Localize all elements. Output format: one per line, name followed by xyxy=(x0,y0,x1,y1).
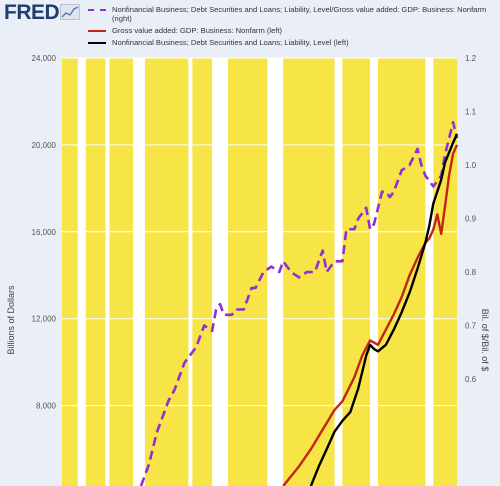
plot-area xyxy=(62,58,457,486)
recession-band-8 xyxy=(425,58,434,486)
legend-label-ratio: Nonfinancial Business; Debt Securities a… xyxy=(112,5,487,23)
recession-band-6 xyxy=(334,58,343,486)
right-axis-title: Bil. of $/Bil. of $ xyxy=(480,309,490,372)
fred-chart-icon xyxy=(60,4,80,20)
recession-band-3 xyxy=(188,58,193,486)
left-tick-label: 24,000 xyxy=(32,54,57,63)
left-tick-label: 8,000 xyxy=(36,402,57,411)
chart-header: FRED Nonfinancial Business; Debt Securit… xyxy=(0,0,500,54)
series-line-0 xyxy=(139,120,459,486)
right-tick-label: 0.8 xyxy=(465,268,477,277)
recession-band-1 xyxy=(105,58,110,486)
plot-background xyxy=(62,58,457,486)
legend-swatch-ratio xyxy=(88,9,106,11)
left-axis-title: Billions of Dollars xyxy=(6,285,16,355)
right-tick-label: 1.1 xyxy=(465,108,477,117)
legend-item-debt[interactable]: Nonfinancial Business; Debt Securities a… xyxy=(88,38,488,47)
legend-item-gva[interactable]: Gross value added: GDP: Business: Nonfar… xyxy=(88,26,488,35)
legend-swatch-gva xyxy=(88,30,106,32)
right-tick-label: 1.0 xyxy=(465,161,477,170)
legend-label-debt: Nonfinancial Business; Debt Securities a… xyxy=(112,38,349,47)
left-tick-label: 16,000 xyxy=(32,228,57,237)
recession-band-4 xyxy=(212,58,228,486)
series-line-1 xyxy=(282,144,459,486)
fred-logo[interactable]: FRED xyxy=(4,1,60,24)
right-tick-label: 0.9 xyxy=(465,215,477,224)
legend-label-gva: Gross value added: GDP: Business: Nonfar… xyxy=(112,26,283,35)
series-lines xyxy=(139,120,459,486)
chart-legend: Nonfinancial Business; Debt Securities a… xyxy=(88,5,488,50)
right-tick-label: 0.6 xyxy=(465,375,477,384)
recession-band-7 xyxy=(370,58,378,486)
recession-band-5 xyxy=(267,58,284,486)
left-tick-label: 12,000 xyxy=(32,315,57,324)
recession-bands xyxy=(77,58,434,486)
legend-item-ratio[interactable]: Nonfinancial Business; Debt Securities a… xyxy=(88,5,488,23)
left-axis-ticks: 8,000 12,000 16,000 20,000 24,000 xyxy=(32,54,57,411)
series-line-2 xyxy=(309,133,459,486)
legend-swatch-debt xyxy=(88,42,106,44)
recession-band-2 xyxy=(133,58,145,486)
right-axis-ticks: 0.6 0.7 0.8 0.9 1.0 1.1 1.2 xyxy=(465,54,477,384)
recession-band-0 xyxy=(77,58,86,486)
left-tick-label: 20,000 xyxy=(32,141,57,150)
right-tick-label: 0.7 xyxy=(465,322,477,331)
right-tick-label: 1.2 xyxy=(465,54,477,63)
